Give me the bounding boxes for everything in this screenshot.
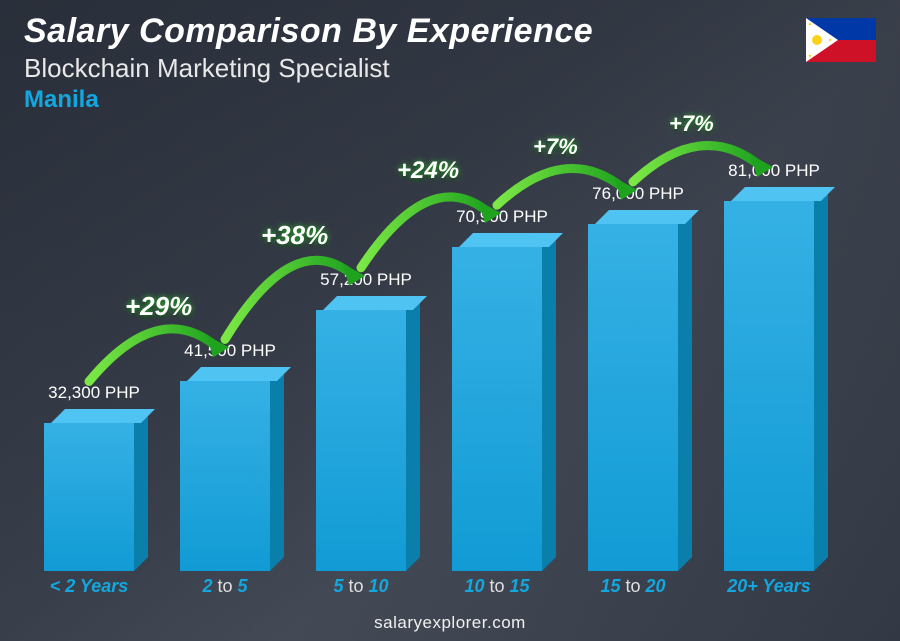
pct-change-label: +7% [669,111,714,137]
increase-arrow-icon [0,0,900,641]
